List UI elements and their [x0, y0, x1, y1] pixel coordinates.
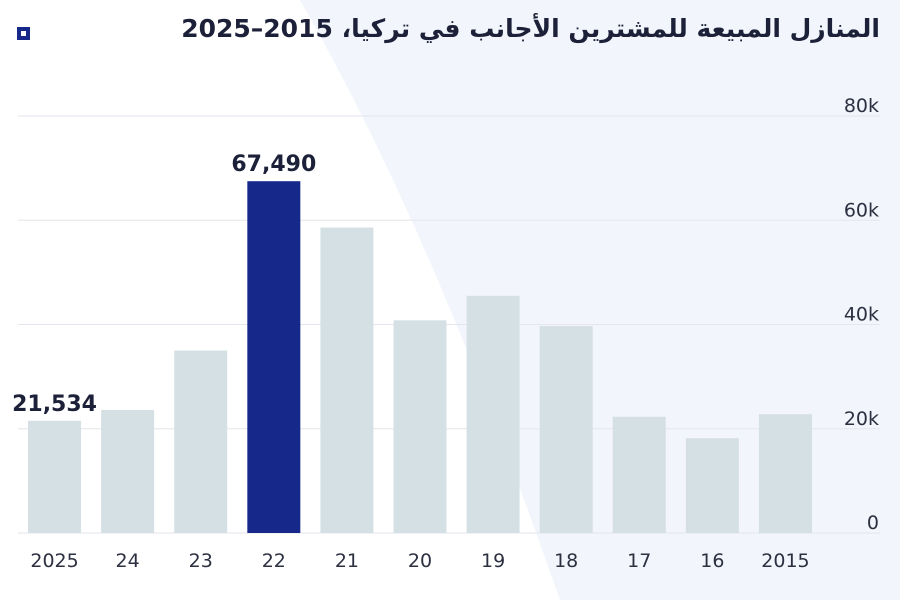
x-tick-label: 20 [408, 550, 432, 572]
bar [320, 227, 374, 534]
square-dot-icon [17, 27, 30, 40]
y-tick-label: 80k [844, 95, 879, 117]
bar [758, 414, 812, 533]
bar [101, 409, 155, 533]
label-layer: 0 20k 40k 60k 80k 2025 24 23 22 21 20 19 18 17 16 2015 2… [12, 95, 879, 572]
bar-layer [28, 181, 812, 534]
bar [539, 326, 593, 533]
y-tick-label: 20k [844, 408, 879, 430]
bar [28, 420, 82, 533]
x-tick-label: 17 [627, 550, 651, 572]
bar [466, 295, 520, 533]
y-tick-label: 40k [844, 304, 879, 326]
x-tick-label: 16 [700, 550, 724, 572]
y-tick-label: 0 [867, 512, 879, 534]
x-tick-label: 2025 [30, 550, 78, 572]
x-tick-label: 19 [481, 550, 505, 572]
x-tick-label: 22 [262, 550, 286, 572]
x-tick-label: 18 [554, 550, 578, 572]
x-tick-label: 21 [335, 550, 359, 572]
data-label: 21,534 [12, 392, 97, 417]
bar [685, 438, 739, 533]
bar [247, 181, 301, 533]
y-tick-label: 60k [844, 199, 879, 221]
chart-title: المنازل المبيعة للمشترين الأجانب في تركي… [181, 14, 880, 43]
x-tick-label: 2015 [761, 550, 809, 572]
bar [174, 350, 228, 533]
x-tick-label: 23 [189, 550, 213, 572]
data-label: 67,490 [231, 152, 316, 177]
x-tick-label: 24 [116, 550, 140, 572]
bar [612, 416, 666, 533]
bar [393, 320, 447, 533]
